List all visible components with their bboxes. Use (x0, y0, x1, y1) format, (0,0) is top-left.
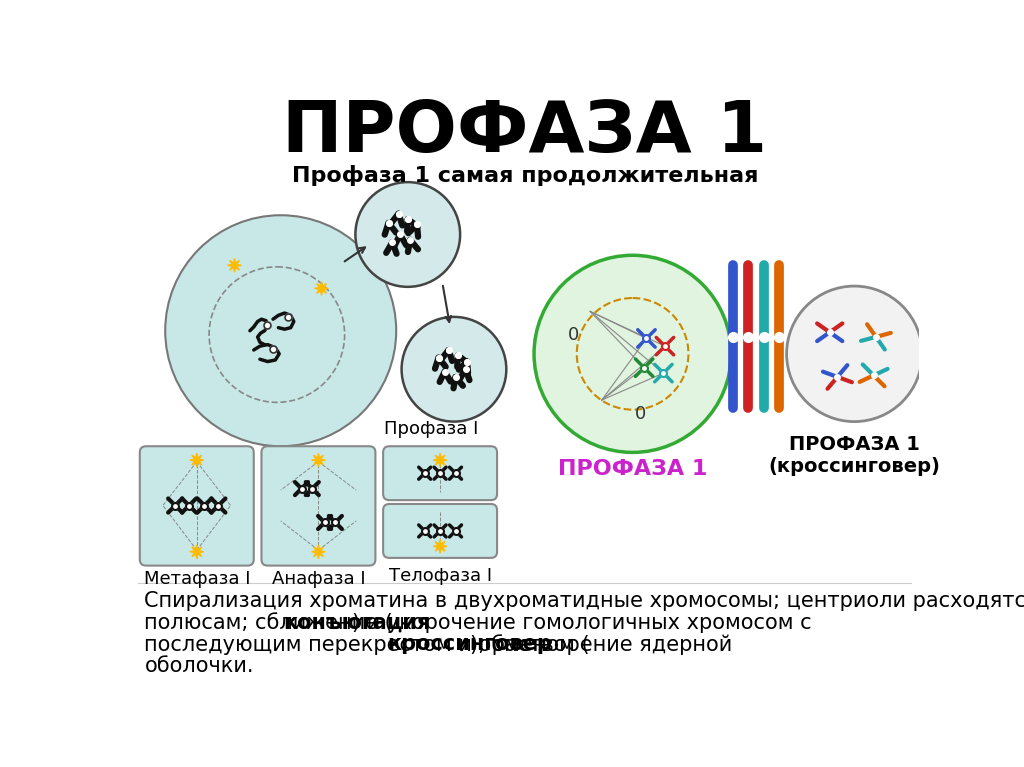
FancyBboxPatch shape (261, 446, 376, 565)
Text: оболочки.: оболочки. (144, 656, 254, 676)
Polygon shape (311, 453, 326, 467)
Circle shape (535, 255, 731, 453)
Polygon shape (433, 453, 447, 467)
Text: ПРОФАЗА 1: ПРОФАЗА 1 (558, 459, 708, 479)
Text: Телофаза I: Телофаза I (388, 567, 492, 584)
Text: ); растворение ядерной: ); растворение ядерной (470, 634, 732, 654)
Polygon shape (314, 281, 329, 295)
Circle shape (355, 182, 460, 287)
Circle shape (786, 286, 923, 422)
Text: последующим перекрестом и обменом (: последующим перекрестом и обменом ( (144, 634, 590, 655)
Text: Профаза 1 самая продолжительная: Профаза 1 самая продолжительная (292, 165, 758, 186)
FancyBboxPatch shape (140, 446, 254, 565)
Text: кроссинговер: кроссинговер (387, 634, 552, 654)
Text: Профаза I: Профаза I (384, 420, 478, 438)
Text: 0: 0 (567, 325, 579, 344)
Text: полюсам; сближение (: полюсам; сближение ( (144, 613, 393, 633)
Polygon shape (227, 258, 242, 272)
Text: Спирализация хроматина в двухроматидные хромосомы; центриоли расходятся к: Спирализация хроматина в двухроматидные … (144, 591, 1024, 611)
Text: конъюгация: конъюгация (283, 613, 430, 633)
Text: ) и укорочение гомологичных хромосом с: ) и укорочение гомологичных хромосом с (352, 613, 812, 633)
Circle shape (401, 317, 506, 422)
Text: 0: 0 (635, 405, 646, 423)
Text: ПРОФАЗА 1
(кроссинговер): ПРОФАЗА 1 (кроссинговер) (768, 436, 940, 476)
FancyBboxPatch shape (383, 446, 497, 500)
Text: ПРОФАЗА 1: ПРОФАЗА 1 (283, 97, 767, 166)
Circle shape (165, 216, 396, 446)
Text: Анафаза I: Анафаза I (271, 571, 366, 588)
Polygon shape (433, 539, 447, 553)
Polygon shape (311, 545, 326, 558)
Polygon shape (189, 545, 204, 558)
Polygon shape (189, 453, 204, 467)
FancyBboxPatch shape (383, 504, 497, 558)
Text: Метафаза I: Метафаза I (143, 571, 250, 588)
